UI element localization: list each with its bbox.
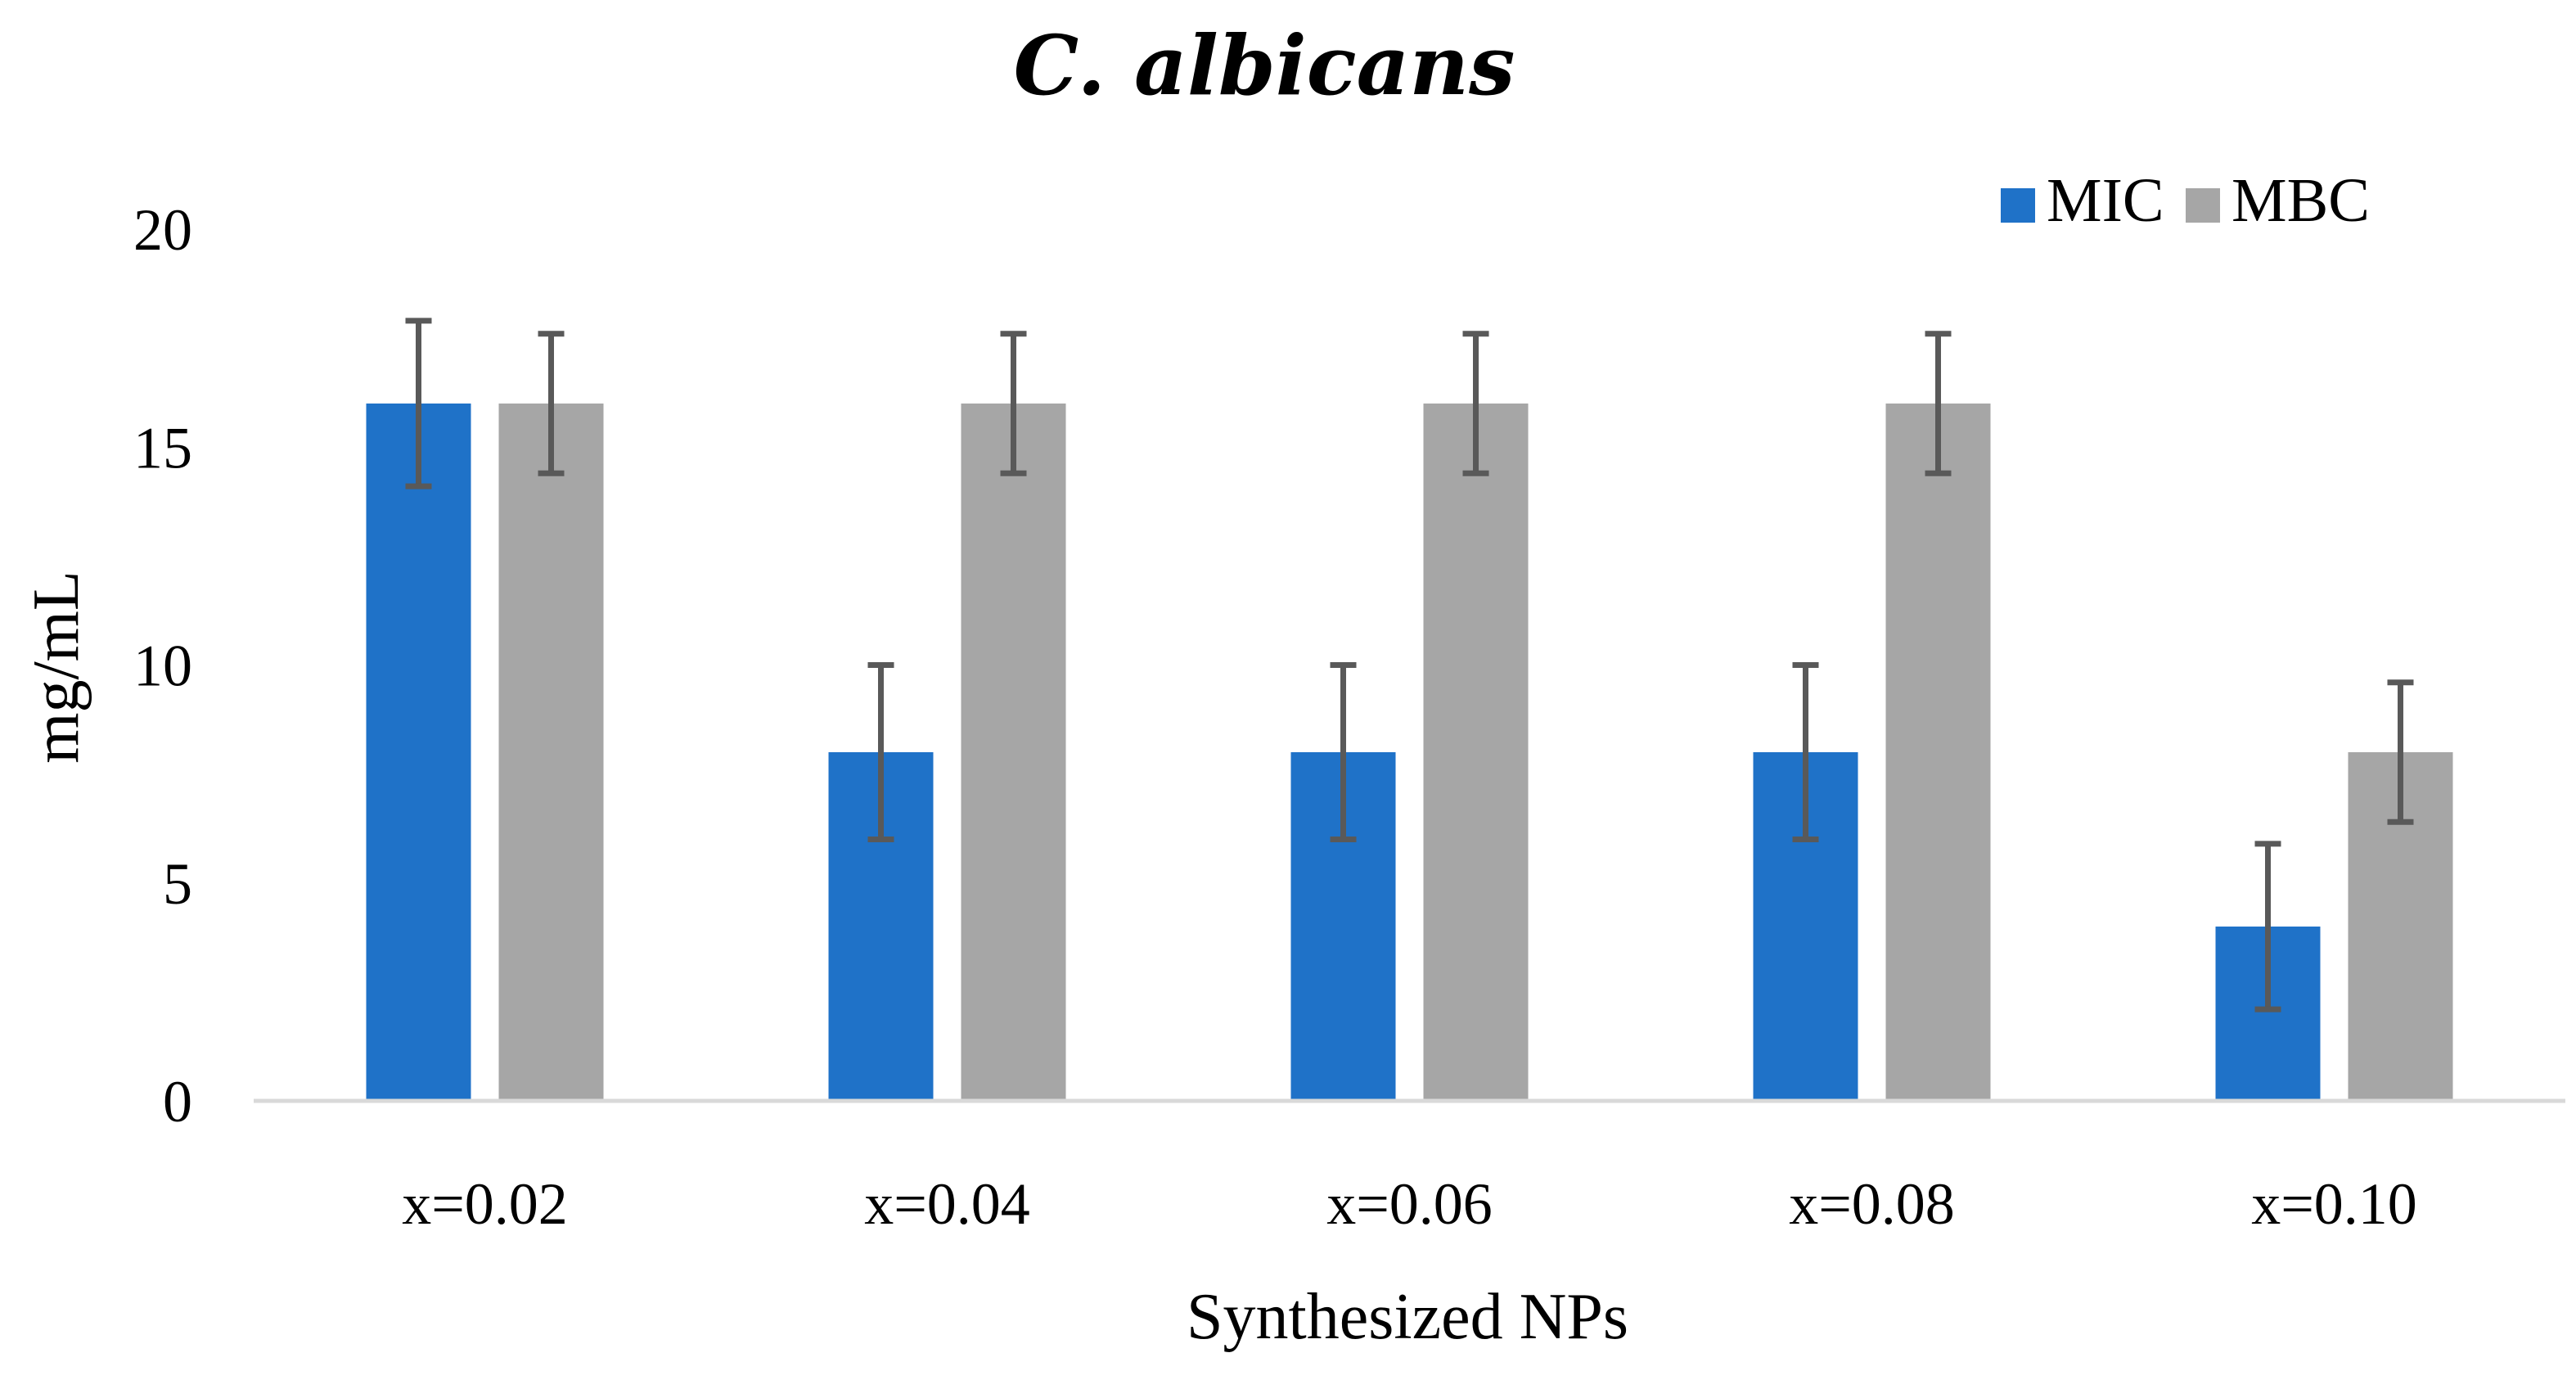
legend-swatch-mbc [2186,188,2220,223]
error-bars [405,318,2414,1012]
x-axis-label: Synthesized NPs [1187,1281,1628,1353]
legend: MIC MBC [2001,166,2370,235]
y-tick-label: 10 [133,634,192,699]
x-axis-ticks: x=0.02 x=0.04 x=0.06 x=0.08 x=0.10 [402,1171,2417,1237]
bars [366,404,2453,1101]
chart-title: C. albicans [1014,17,1515,114]
legend-swatch-mic [2001,188,2035,223]
bar-mbc [498,404,604,1101]
y-tick-label: 5 [163,851,192,917]
bar-mbc [1885,404,1991,1101]
y-tick-label: 20 [133,197,192,263]
bar-mbc [961,404,1066,1101]
y-axis-ticks: 0 5 10 15 20 [133,197,192,1134]
legend-label-mbc: MBC [2231,166,2370,235]
x-tick-label: x=0.06 [1326,1171,1493,1237]
y-axis-label: mg/mL [20,570,92,764]
x-tick-label: x=0.04 [864,1171,1030,1237]
y-tick-label: 15 [133,415,192,480]
bar-mbc [1423,404,1529,1101]
x-tick-label: x=0.02 [402,1171,568,1237]
x-tick-label: x=0.10 [2251,1171,2417,1237]
x-tick-label: x=0.08 [1789,1171,1955,1237]
bar-mic [366,404,471,1101]
legend-label-mic: MIC [2047,166,2164,235]
y-tick-label: 0 [163,1069,192,1134]
